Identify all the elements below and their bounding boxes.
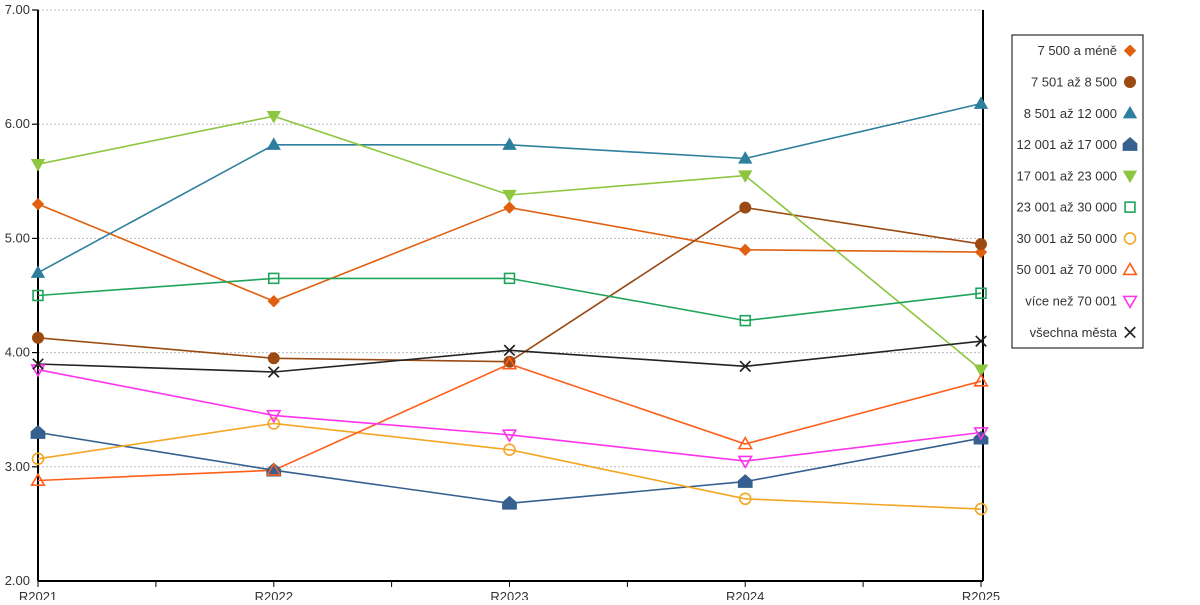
svg-text:R2022: R2022 — [255, 589, 293, 600]
svg-text:7 501 až 8 500: 7 501 až 8 500 — [1031, 75, 1117, 90]
svg-text:50 001 až 70 000: 50 001 až 70 000 — [1017, 262, 1117, 277]
svg-text:R2023: R2023 — [490, 589, 528, 600]
svg-text:30 001 až 50 000: 30 001 až 50 000 — [1017, 231, 1117, 246]
svg-text:5.00: 5.00 — [5, 230, 30, 245]
svg-text:4.00: 4.00 — [5, 345, 30, 360]
svg-text:12 001 až 17 000: 12 001 až 17 000 — [1017, 137, 1117, 152]
svg-text:17 001 až 23 000: 17 001 až 23 000 — [1017, 168, 1117, 183]
svg-text:23 001 až 30 000: 23 001 až 30 000 — [1017, 200, 1117, 215]
svg-text:6.00: 6.00 — [5, 116, 30, 131]
svg-text:2.00: 2.00 — [5, 573, 30, 588]
svg-text:7 500 a méně: 7 500 a méně — [1037, 43, 1117, 58]
svg-text:R2025: R2025 — [962, 589, 1000, 600]
svg-text:7.00: 7.00 — [5, 2, 30, 17]
svg-text:všechna města: všechna města — [1030, 325, 1118, 340]
svg-text:3.00: 3.00 — [5, 459, 30, 474]
svg-text:více než 70 001: více než 70 001 — [1025, 294, 1117, 309]
svg-text:R2024: R2024 — [726, 589, 764, 600]
svg-text:8 501 až 12 000: 8 501 až 12 000 — [1024, 106, 1117, 121]
svg-text:R2021: R2021 — [19, 589, 57, 600]
